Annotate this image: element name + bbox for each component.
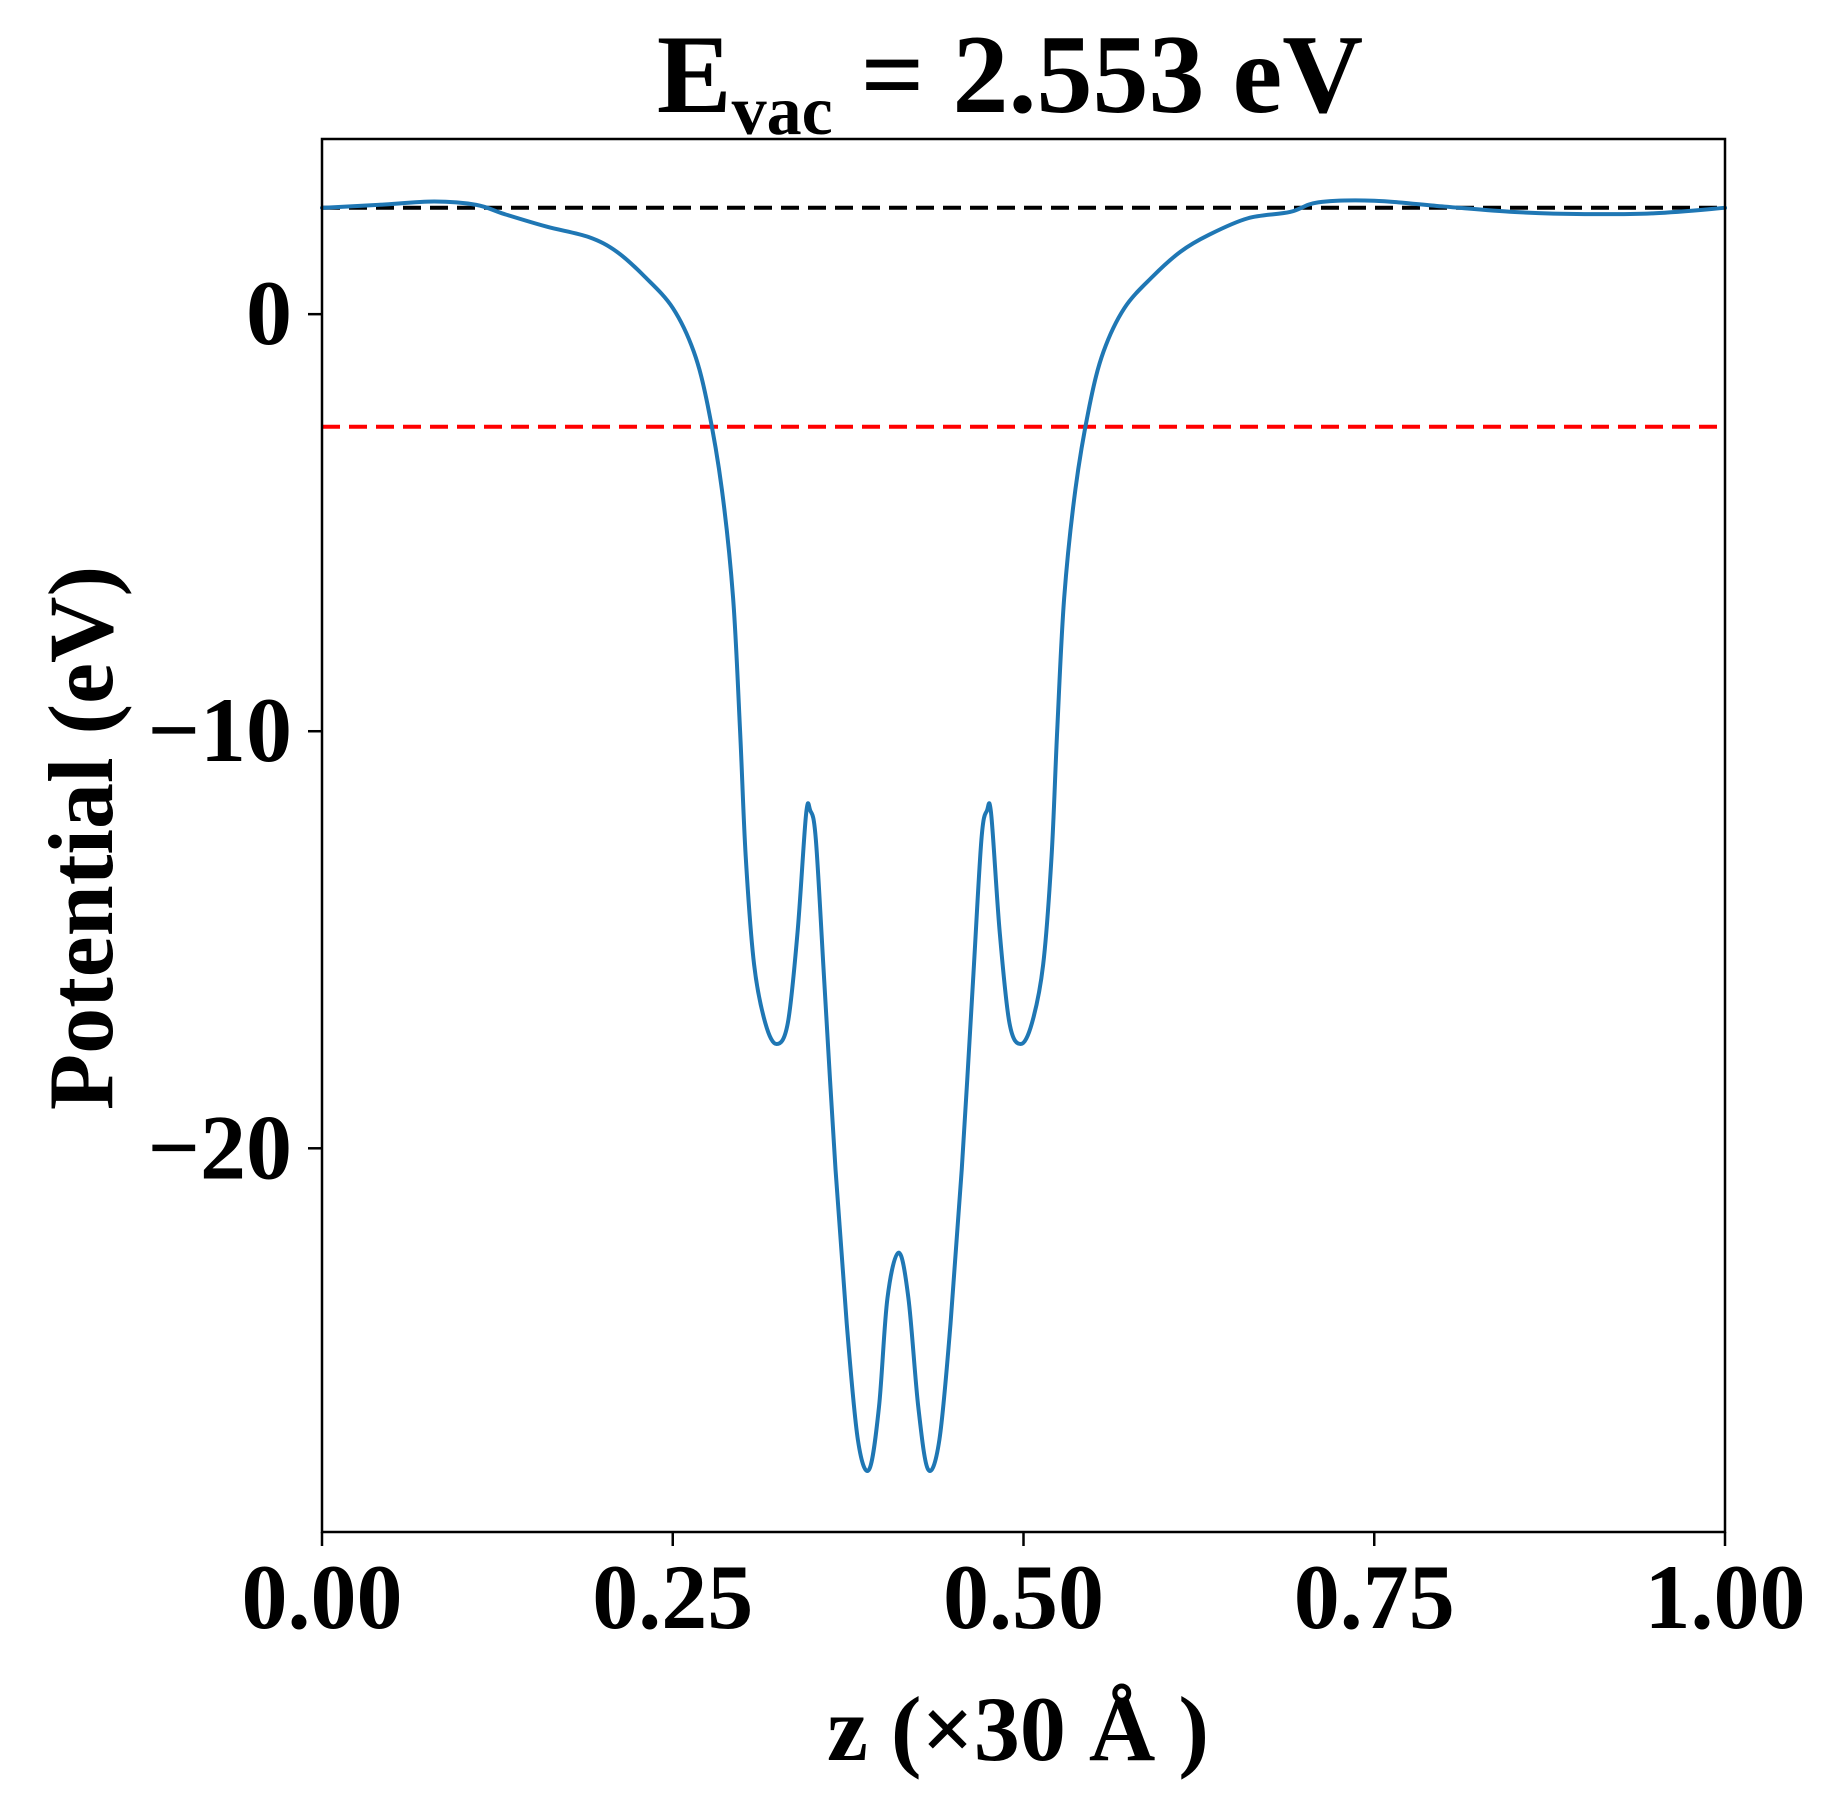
y-tick-label: −20 <box>148 1096 292 1198</box>
x-tick-label: 0.50 <box>943 1546 1104 1648</box>
x-tick-label: 0.00 <box>242 1546 403 1648</box>
title-symbol: E <box>657 13 732 137</box>
x-axis-label: z (×30 Å ) <box>827 1678 1209 1780</box>
series-layer <box>320 198 1727 1473</box>
x-axis: 0.00 0.25 0.50 0.75 1.00 <box>242 1532 1806 1648</box>
plot-frame <box>320 137 1727 1534</box>
y-tick-label: −10 <box>148 679 292 781</box>
x-tick-label: 0.75 <box>1294 1546 1455 1648</box>
reference-lines <box>322 205 1725 429</box>
y-tick-label: 0 <box>246 262 292 364</box>
chart-title: Evac = 2.553 eV <box>657 13 1363 150</box>
title-rest: = 2.553 eV <box>833 13 1363 137</box>
title-subscript: vac <box>732 73 833 150</box>
y-axis-label: Potential (eV) <box>30 566 132 1110</box>
series-line-1 <box>320 198 1727 1473</box>
y-axis: 0 −10 −20 <box>148 262 322 1198</box>
x-tick-label: 0.25 <box>592 1546 753 1648</box>
x-tick-label: 1.00 <box>1645 1546 1806 1648</box>
